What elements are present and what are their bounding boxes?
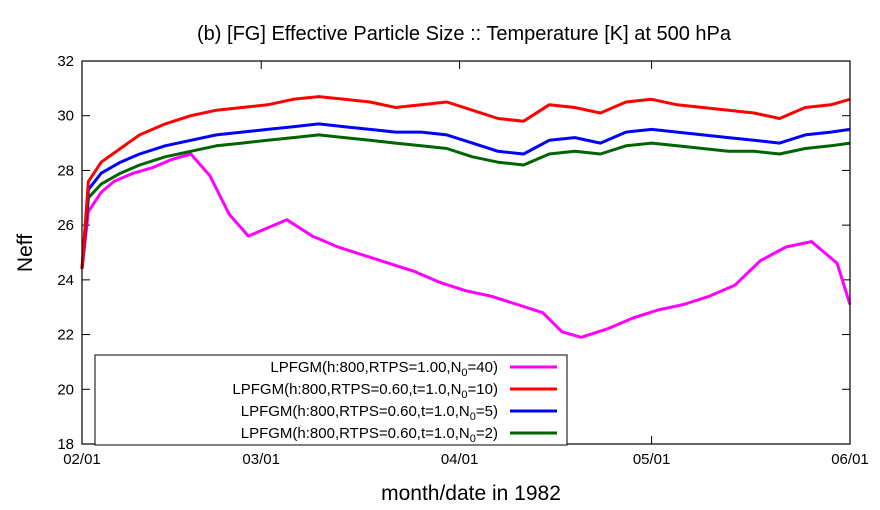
series-line-3: [80, 133, 851, 270]
legend-label-main: LPFGM(h:800,RTPS=0.60,t=1.0,N: [241, 403, 470, 420]
legend-label-main: LPFGM(h:800,RTPS=0.60,t=1.0,N: [232, 381, 461, 398]
series-line-0: [80, 152, 852, 339]
legend-label-0: LPFGM(h:800,RTPS=1.00,N0=40): [270, 359, 498, 379]
ticks-layer: 18 20 22 24 26 28 30 32 02/01 03/01 04/01 05/01 06/0…: [57, 53, 868, 468]
y-tick-label: 20: [57, 381, 74, 398]
series-layer: [80, 95, 852, 339]
legend-label-2: LPFGM(h:800,RTPS=0.60,t=1.0,N0=5): [241, 403, 498, 423]
legend-box: [94, 354, 568, 446]
legend-label-main: LPFGM(h:800,RTPS=0.60,t=1.0,N: [241, 425, 470, 442]
y-tick-label: 32: [57, 53, 74, 70]
y-tick-label: 26: [57, 217, 74, 234]
chart-title: (b) [FG] Effective Particle Size :: Temp…: [197, 23, 732, 45]
x-tick-label: 03/01: [242, 451, 280, 468]
legend-label-suffix: =40): [468, 359, 498, 376]
legend-label-main: LPFGM(h:800,RTPS=1.00,N: [270, 359, 461, 376]
legend-label-suffix: =5): [476, 403, 498, 420]
x-tick-label: 02/01: [63, 451, 101, 468]
y-axis-title: Neff: [14, 234, 37, 272]
legend-label-suffix: =2): [476, 425, 498, 442]
x-tick-label: 06/01: [831, 451, 869, 468]
legend-label-suffix: =10): [468, 381, 498, 398]
legend-label-subscript: 0: [470, 433, 476, 445]
series-line-1: [80, 95, 851, 270]
y-tick-label: 24: [57, 272, 74, 289]
series-line-2: [80, 122, 851, 270]
x-tick-label: 05/01: [633, 451, 671, 468]
y-tick-label: 30: [57, 108, 74, 125]
legend-label-3: LPFGM(h:800,RTPS=0.60,t=1.0,N0=2): [241, 425, 498, 445]
legend-label-subscript: 0: [461, 389, 467, 401]
y-tick-label: 22: [57, 327, 74, 344]
legend: LPFGM(h:800,RTPS=1.00,N0=40)LPFGM(h:800,…: [94, 354, 568, 446]
y-tick-label: 28: [57, 162, 74, 179]
legend-label-subscript: 0: [461, 367, 467, 379]
legend-label-1: LPFGM(h:800,RTPS=0.60,t=1.0,N0=10): [232, 381, 498, 401]
x-axis-title: month/date in 1982: [381, 482, 561, 505]
legend-label-subscript: 0: [470, 411, 476, 423]
y-tick-label: 18: [57, 436, 74, 453]
x-tick-label: 04/01: [441, 451, 479, 468]
